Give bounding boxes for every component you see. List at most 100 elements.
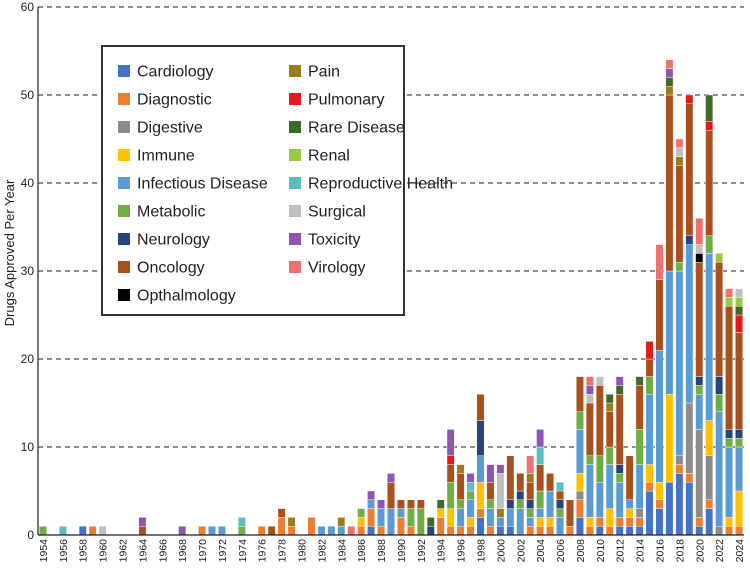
bar-segment-1992-oncology bbox=[416, 499, 425, 509]
bar-segment-1995-metabolic bbox=[446, 482, 455, 509]
bar-segment-1997-immune bbox=[466, 517, 475, 527]
bar-segment-2008-oncology bbox=[576, 376, 584, 413]
legend-label-oncology: Oncology bbox=[137, 260, 205, 277]
x-tick-label-2012: 2012 bbox=[615, 539, 627, 563]
bar-segment-2012-toxicity bbox=[615, 376, 624, 386]
bar-segment-2009-metabolic bbox=[585, 455, 594, 465]
bar-segment-2018-pain bbox=[675, 156, 684, 166]
bar-segment-2011-diagnostic bbox=[605, 526, 614, 536]
bar-segment-2019-diagnostic bbox=[685, 473, 694, 483]
bar-segment-1991-metabolic bbox=[407, 508, 415, 527]
bar-segment-2017-rare-disease bbox=[665, 77, 674, 87]
bar-segment-1989-infectious-disease bbox=[387, 508, 395, 536]
bar-segment-2008-diagnostic bbox=[576, 499, 584, 518]
legend: Cardiology Diagnostic Digestive Immune Infec… bbox=[101, 45, 453, 316]
bar-segment-1990-infectious-disease bbox=[397, 508, 405, 518]
bar-segment-2023-renal bbox=[725, 297, 733, 307]
bar-segment-2017-virology bbox=[665, 59, 674, 69]
bar-segment-1986-immune bbox=[357, 517, 366, 527]
bar-segment-2021-cardiology bbox=[705, 508, 714, 536]
bar-segment-1954-metabolic bbox=[39, 526, 47, 536]
bar-segment-1959-diagnostic bbox=[88, 526, 97, 536]
bar-segment-2007-diagnostic bbox=[566, 526, 574, 536]
bar-segment-2020-cardiology bbox=[695, 526, 704, 536]
bar-segment-1995-diagnostic bbox=[446, 526, 455, 536]
bar-segment-2000-pain bbox=[496, 508, 505, 518]
bar-segment-2013-infectious-disease bbox=[625, 499, 634, 509]
x-tick-label-1968: 1968 bbox=[177, 539, 189, 563]
x-tick-label-1970: 1970 bbox=[197, 539, 209, 563]
bar-segment-1995-toxicity bbox=[446, 429, 455, 456]
bar-segment-2015-metabolic bbox=[645, 376, 654, 395]
bar-segment-2013-diagnostic bbox=[625, 517, 634, 527]
bar-segment-2019-cardiology bbox=[685, 482, 694, 536]
bar-segment-2024-rare-disease bbox=[735, 306, 743, 316]
bars bbox=[39, 59, 743, 536]
legend-swatch-infectious-disease bbox=[118, 177, 130, 189]
bar-segment-2024-oncology bbox=[735, 332, 743, 430]
legend-label-infectious-disease: Infectious Disease bbox=[137, 176, 268, 193]
bar-segment-1989-toxicity bbox=[387, 473, 395, 483]
legend-label-renal: Renal bbox=[308, 148, 350, 165]
bar-segment-2020-infectious-disease bbox=[695, 394, 704, 430]
x-tick-label-1994: 1994 bbox=[436, 539, 448, 563]
bar-segment-1981-diagnostic bbox=[307, 517, 316, 536]
bar-segment-2005-oncology bbox=[546, 473, 554, 492]
bar-segment-2003-neurology bbox=[526, 499, 535, 509]
bar-segment-2013-cardiology bbox=[625, 526, 634, 536]
bar-segment-2022-infectious-disease bbox=[715, 411, 724, 527]
x-tick-label-2024: 2024 bbox=[734, 539, 746, 563]
bar-segment-2003-virology bbox=[526, 455, 535, 474]
x-tick-label-1982: 1982 bbox=[316, 539, 328, 563]
legend-swatch-digestive bbox=[118, 121, 130, 133]
bar-segment-2021-oncology bbox=[705, 129, 714, 236]
bar-segment-2011-metabolic bbox=[605, 446, 614, 465]
y-axis-label: Drugs Approved Per Year bbox=[2, 179, 17, 326]
bar-segment-2016-virology bbox=[655, 244, 664, 281]
legend-swatch-pain bbox=[289, 65, 301, 77]
bar-segment-1977-oncology bbox=[267, 526, 276, 536]
bar-segment-2009-oncology bbox=[585, 402, 594, 456]
bar-segment-2013-immune bbox=[625, 508, 634, 518]
bar-segment-2012-cardiology bbox=[615, 526, 624, 536]
bar-segment-1998-oncology bbox=[476, 394, 485, 421]
bar-segment-2004-metabolic bbox=[536, 490, 545, 509]
x-tick-label-1972: 1972 bbox=[217, 539, 229, 563]
x-tick-label-1998: 1998 bbox=[476, 539, 488, 563]
legend-label-digestive: Digestive bbox=[137, 120, 203, 137]
bar-segment-2024-neurology bbox=[735, 429, 743, 439]
legend-swatch-opthalmology bbox=[118, 289, 130, 301]
bar-segment-1968-toxicity bbox=[178, 526, 187, 536]
legend-label-cardiology: Cardiology bbox=[137, 64, 213, 81]
axes bbox=[37, 7, 744, 536]
bar-segment-2002-oncology bbox=[516, 473, 525, 492]
bar-segment-2024-infectious-disease bbox=[735, 446, 743, 492]
bar-segment-2009-toxicity bbox=[585, 385, 594, 395]
y-axis-ticks: 0 10 20 30 40 50 60 bbox=[21, 0, 35, 542]
bar-segment-2006-reproductive-health bbox=[556, 482, 564, 492]
bar-segment-2014-digestive bbox=[635, 508, 644, 518]
x-tick-label-1954: 1954 bbox=[38, 539, 50, 563]
x-tick-label-2014: 2014 bbox=[635, 539, 647, 563]
bar-segment-2018-diagnostic bbox=[675, 464, 684, 474]
bar-segment-2018-infectious-disease bbox=[675, 270, 684, 457]
bar-segment-2017-infectious-disease bbox=[665, 270, 674, 395]
bar-segment-2015-infectious-disease bbox=[645, 394, 654, 465]
bar-segment-2008-cardiology bbox=[576, 517, 584, 536]
x-tick-label-2006: 2006 bbox=[555, 539, 567, 563]
legend-label-rare-disease: Rare Disease bbox=[308, 120, 405, 137]
bar-segment-2011-infectious-disease bbox=[605, 464, 614, 509]
bar-segment-1985-virology bbox=[347, 526, 356, 536]
bar-segment-1998-diagnostic bbox=[476, 508, 485, 518]
bar-segment-2023-infectious-disease bbox=[725, 446, 733, 518]
bar-segment-2018-oncology bbox=[675, 165, 684, 263]
bar-segment-2020-neurology bbox=[695, 376, 704, 386]
y-tick-label-60: 60 bbox=[21, 0, 35, 14]
bar-segment-2002-metabolic bbox=[516, 499, 525, 509]
bar-segment-2009-virology bbox=[585, 376, 594, 386]
x-tick-label-1992: 1992 bbox=[416, 539, 428, 563]
x-tick-label-2010: 2010 bbox=[595, 539, 607, 563]
bar-segment-2006-infectious-disease bbox=[556, 517, 564, 536]
bar-segment-2016-oncology bbox=[655, 279, 664, 351]
x-tick-label-1986: 1986 bbox=[356, 539, 368, 563]
